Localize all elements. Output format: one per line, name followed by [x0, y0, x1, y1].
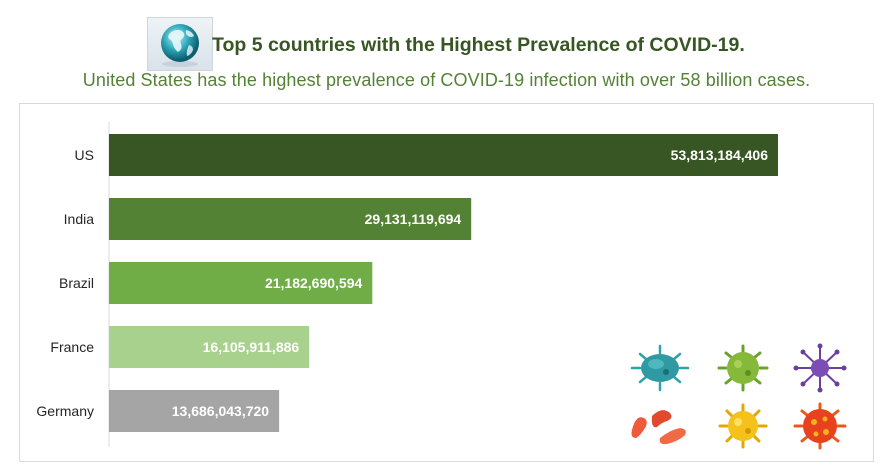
green-virus-icon: [717, 344, 769, 392]
data-label-india: 29,131,119,694: [365, 211, 462, 227]
data-label-brazil: 21,182,690,594: [265, 275, 363, 291]
category-label-us: US: [75, 147, 94, 163]
red-bacteria-icon: [631, 410, 686, 445]
data-label-germany: 13,686,043,720: [172, 403, 270, 419]
chart-subtitle: United States has the highest prevalence…: [82, 70, 811, 90]
bar-us: [109, 134, 778, 176]
yellow-virus-icon: [718, 403, 768, 449]
teal-virus-icon: [630, 344, 690, 392]
purple-virus-icon: [793, 343, 847, 393]
chart-title: Top 5 countries with the Highest Prevale…: [212, 34, 745, 56]
bar-france: [109, 326, 310, 368]
category-label-germany: Germany: [36, 403, 94, 419]
orange-virus-icon: [793, 402, 847, 450]
bars-group: US 53,813,184,406 India 29,131,119,694 Brazi…: [36, 134, 778, 432]
bar-brazil: [109, 262, 373, 304]
globe-icon: [147, 17, 213, 71]
data-label-france: 16,105,911,886: [203, 339, 300, 355]
chart-area: [19, 103, 874, 462]
chart-header: Top 5 countries with the Highest Prevale…: [0, 0, 893, 100]
category-label-india: India: [64, 211, 95, 227]
bar-germany: [109, 390, 280, 432]
data-label-us: 53,813,184,406: [671, 147, 769, 163]
virus-decorations: [620, 340, 870, 455]
bar-india: [109, 198, 472, 240]
category-label-brazil: Brazil: [59, 275, 94, 291]
category-label-france: France: [50, 339, 94, 355]
